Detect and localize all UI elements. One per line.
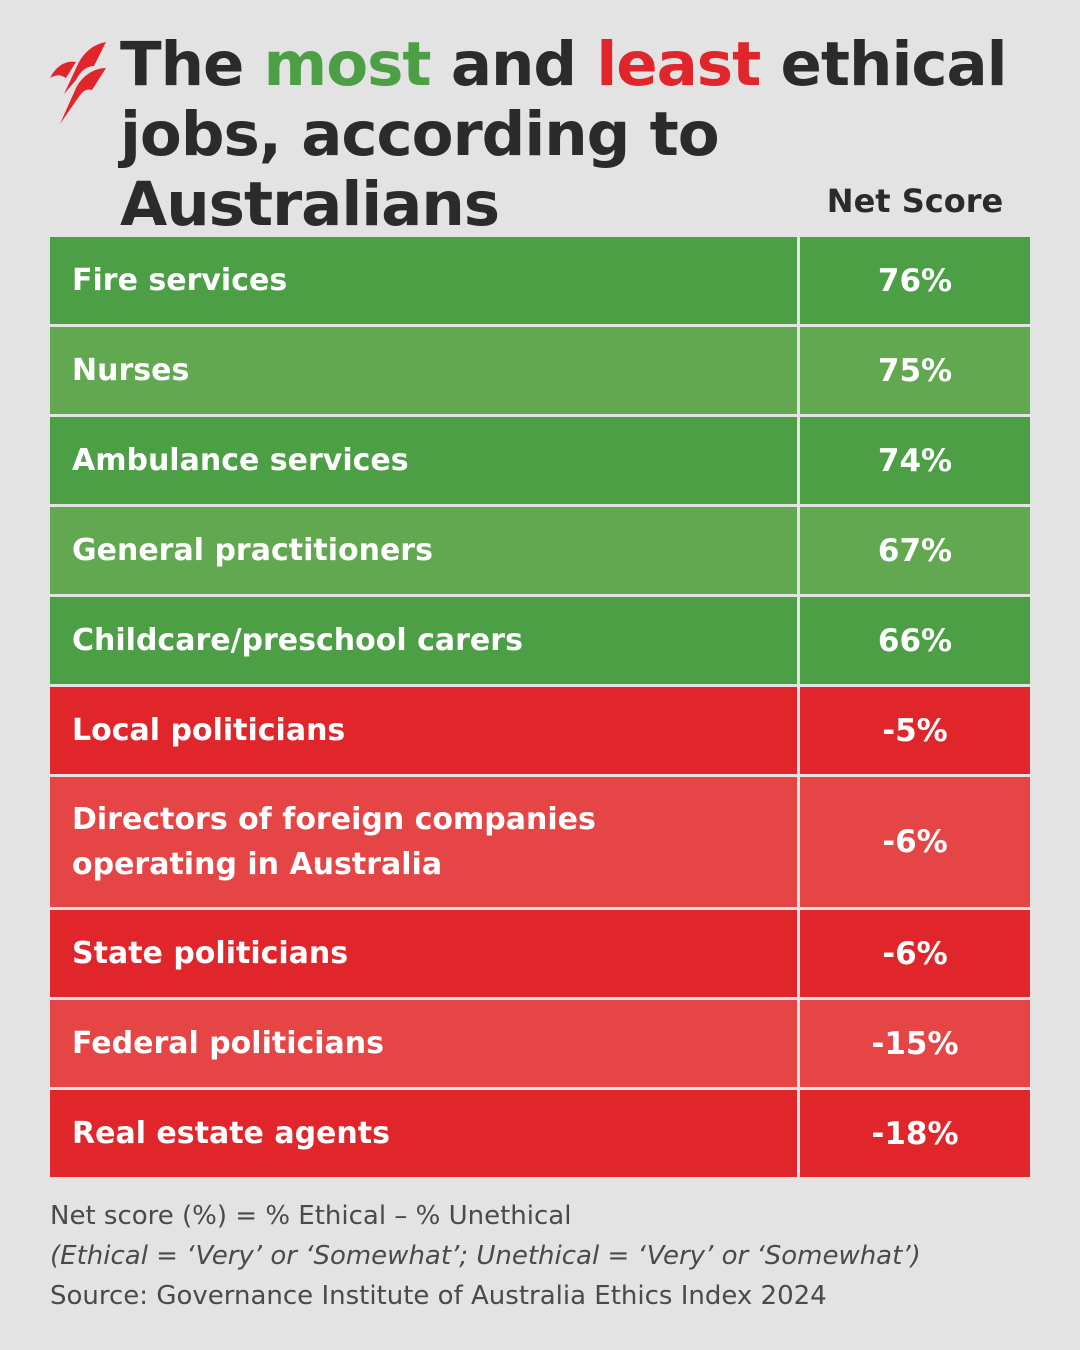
net-score-value: -18% [871, 1115, 959, 1152]
job-label: Federal politicians [50, 1000, 800, 1087]
title-part3: ethical jobs, according to Australians [120, 29, 1008, 240]
title-part1: The [120, 29, 264, 100]
net-score-value: 74% [877, 442, 953, 479]
job-label: Local politicians [50, 687, 800, 774]
job-label: Childcare/preschool carers [50, 597, 800, 684]
net-score-value: 76% [877, 262, 953, 299]
table-row: Fire services 76% [50, 237, 1030, 327]
table-row: Directors of foreign companies operating… [50, 777, 1030, 910]
footer-notes: Net score (%) = % Ethical – % Unethical … [50, 1196, 1050, 1316]
net-score-value: 67% [877, 532, 953, 569]
table-row: State politicians -6% [50, 910, 1030, 1000]
net-score-value: -5% [882, 712, 948, 749]
table-row: Childcare/preschool carers 66% [50, 597, 1030, 687]
title-least: least [596, 29, 761, 100]
net-score-column-header: Net Score [826, 182, 1004, 220]
job-label: Fire services [50, 237, 800, 324]
table-row: Local politicians -5% [50, 687, 1030, 777]
net-score-value: 75% [877, 352, 953, 389]
page-title: The most and least ethical jobs, accordi… [120, 30, 1060, 240]
sbs-logo-icon [50, 42, 106, 124]
net-score-value: -6% [882, 935, 948, 972]
job-label: Directors of foreign companies operating… [50, 777, 800, 907]
scores-table: Fire services 76% Nurses 75% Ambulance servi… [50, 237, 1030, 1180]
job-label: Ambulance services [50, 417, 800, 504]
job-label: State politicians [50, 910, 800, 997]
table-row: Nurses 75% [50, 327, 1030, 417]
net-score-value: -15% [871, 1025, 959, 1062]
job-label: Real estate agents [50, 1090, 800, 1177]
job-label: General practitioners [50, 507, 800, 594]
footer-source: Source: Governance Institute of Australi… [50, 1281, 827, 1311]
net-score-value: -6% [882, 824, 948, 860]
footer-definition: (Ethical = ‘Very’ or ‘Somewhat’; Unethic… [50, 1241, 921, 1271]
table-row: Real estate agents -18% [50, 1090, 1030, 1180]
title-most: most [263, 29, 432, 100]
job-label: Nurses [50, 327, 800, 414]
table-row: Federal politicians -15% [50, 1000, 1030, 1090]
table-row: General practitioners 67% [50, 507, 1030, 597]
net-score-value: 66% [877, 622, 953, 659]
title-part2: and [430, 29, 597, 100]
table-row: Ambulance services 74% [50, 417, 1030, 507]
footer-formula: Net score (%) = % Ethical – % Unethical [50, 1201, 572, 1231]
